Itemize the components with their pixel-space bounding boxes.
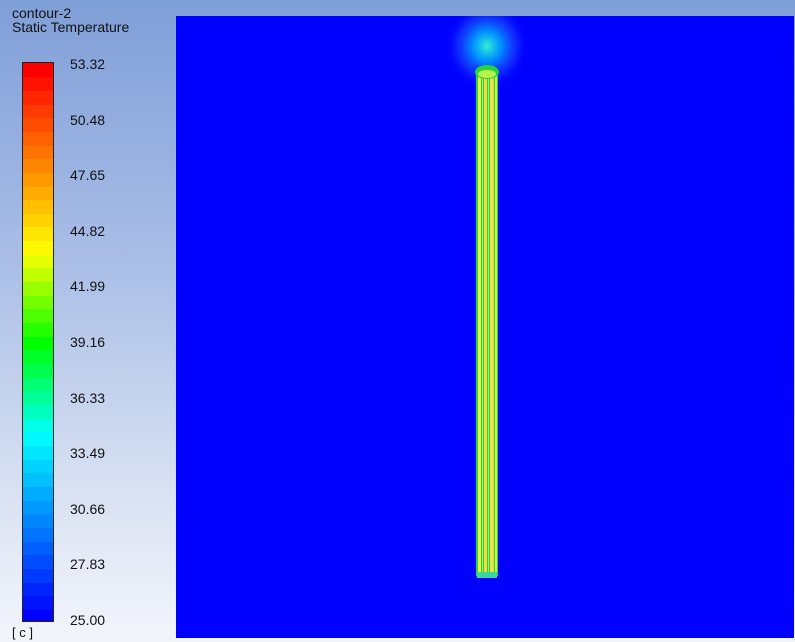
colorbar-band (23, 363, 53, 378)
colorbar-band (23, 144, 53, 160)
colorbar-tick-label: 53.32 (70, 56, 106, 72)
colorbar-tick-label: 41.99 (70, 278, 106, 295)
colorbar-band (23, 103, 53, 119)
unit-label: [ c ] (12, 625, 33, 640)
colorbar-tick-label: 36.33 (70, 389, 106, 406)
colorbar-band (23, 240, 53, 255)
colorbar-band (23, 472, 53, 487)
colorbar-band (23, 541, 53, 556)
colorbar-band (23, 459, 53, 474)
colorbar-band (23, 185, 53, 201)
colorbar-band (23, 158, 53, 173)
colorbar-tick-label: 30.66 (70, 500, 106, 517)
colorbar-tick-label: 44.82 (70, 222, 106, 239)
colorbar-band (23, 568, 53, 583)
colorbar-band (23, 418, 53, 433)
colorbar-tick-label: 47.65 (70, 167, 106, 184)
colorbar-band (23, 254, 53, 269)
colorbar-band (23, 295, 53, 310)
colorbar-band (23, 90, 53, 105)
colorbar-band (23, 336, 53, 351)
colorbar-band (23, 513, 53, 528)
contour-viewport[interactable] (176, 16, 794, 638)
legend-title-contour: contour-2 (12, 5, 72, 21)
colorbar-band (23, 554, 53, 569)
colorbar-band (23, 609, 53, 621)
colorbar-band (23, 131, 53, 146)
colorbar-band (23, 582, 53, 597)
colorbar-band (23, 267, 53, 283)
colorbar-band (23, 527, 53, 542)
colorbar-band (23, 199, 53, 214)
colorbar-band (23, 63, 53, 78)
thermal-plume (445, 16, 529, 90)
colorbar-band (23, 445, 53, 460)
colorbar-tick-label: 33.49 (70, 445, 106, 462)
heated-strip (475, 65, 499, 578)
colorbar-band (23, 377, 53, 392)
colorbar-tick-label: 27.83 (70, 556, 106, 573)
colorbar (22, 62, 54, 622)
colorbar-band (23, 213, 53, 228)
colorbar-band (23, 486, 53, 501)
colorbar-band (23, 404, 53, 419)
contour-plot (445, 16, 529, 578)
colorbar-band (23, 308, 53, 324)
colorbar-band (23, 500, 53, 515)
colorbar-band (23, 76, 53, 91)
colorbar-band (23, 349, 53, 365)
colorbar-band (23, 281, 53, 296)
legend-title-variable: Static Temperature (12, 19, 130, 35)
colorbar-tick-label: 25.00 (70, 612, 106, 628)
colorbar-band (23, 431, 53, 447)
colorbar-tick-label: 50.48 (70, 111, 106, 128)
colorbar-band (23, 117, 53, 132)
colorbar-band (23, 322, 53, 337)
colorbar-tick-label: 39.16 (70, 334, 106, 350)
colorbar-band (23, 172, 53, 187)
colorbar-band (23, 595, 53, 610)
colorbar-band (23, 226, 53, 242)
colorbar-band (23, 390, 53, 406)
